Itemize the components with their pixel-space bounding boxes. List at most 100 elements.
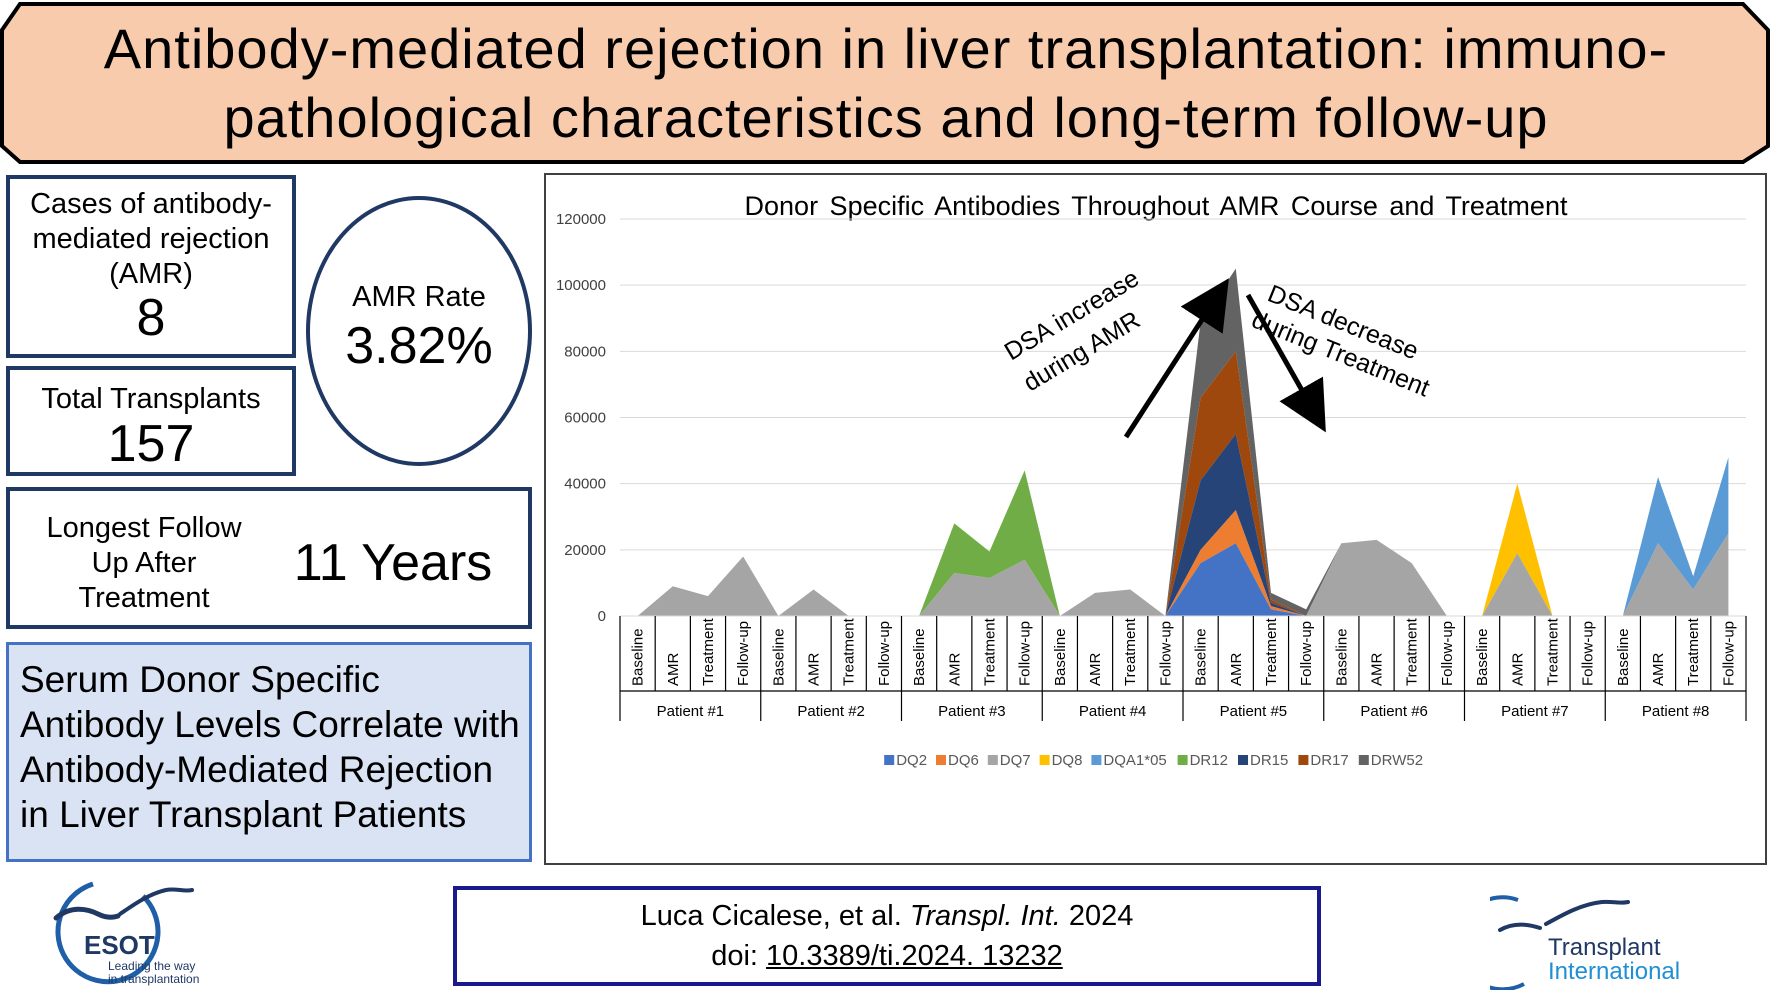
phase-label: AMR	[1369, 653, 1386, 687]
phase-label: Treatment	[841, 617, 858, 686]
page-title-line-1: Antibody-mediated rejection in liver tra…	[103, 17, 1669, 80]
phase-label: AMR	[1087, 653, 1104, 687]
cases-label-3: (AMR)	[109, 258, 193, 290]
followup-label-1: Longest Follow	[46, 512, 242, 544]
conclusion-line-2: Antibody Levels Correlate with	[20, 704, 520, 745]
cases-label-2: mediated rejection	[32, 223, 270, 255]
y-tick-label: 0	[598, 608, 606, 625]
phase-label: Treatment	[1122, 617, 1139, 686]
area-series-dq7	[637, 510, 1729, 616]
increase-arrow	[1123, 278, 1229, 439]
phase-label: AMR	[1650, 653, 1667, 687]
followup-label: Longest Follow Up After Treatment	[24, 511, 264, 616]
phase-label: Treatment	[1685, 617, 1702, 686]
citation-box: Luca Cicalese, et al. Transpl. Int. 2024…	[453, 886, 1321, 986]
area-series-dr15	[637, 434, 1729, 616]
phase-label: Treatment	[1404, 617, 1421, 686]
group-label: Patient #4	[1079, 703, 1147, 720]
transplant-international-logo: Transplant International	[1490, 886, 1710, 990]
area-series-dq2	[637, 543, 1729, 616]
legend-swatch	[884, 755, 895, 765]
phase-label: AMR	[946, 653, 963, 687]
y-tick-label: 100000	[556, 277, 606, 294]
ti-logo-mark	[1490, 895, 1630, 990]
legend-swatch	[987, 755, 998, 765]
total-value: 157	[107, 415, 195, 473]
legend: DQ2 DQ6 DQ7 DQ8 DQA1*05 DR12 DR15 DR17 DRW52	[884, 752, 1423, 769]
group-label: Patient #7	[1501, 703, 1569, 720]
ti-name-line-1: Transplant	[1548, 934, 1661, 961]
chart-title: Donor Specific Antibodies Throughout AMR…	[745, 191, 1568, 221]
cases-value: 8	[136, 289, 166, 347]
group-label: Patient #2	[797, 703, 865, 720]
y-tick-label: 40000	[564, 476, 606, 493]
citation-line: Luca Cicalese, et al. Transpl. Int. 2024	[457, 896, 1317, 936]
doi-prefix: doi:	[711, 940, 758, 972]
phase-label: AMR	[665, 653, 682, 687]
legend-swatch	[1358, 755, 1369, 765]
group-label: Patient #1	[657, 703, 725, 720]
group-label: Patient #3	[938, 703, 1006, 720]
chart-frame: Donor Specific Antibodies Throughout AMR…	[544, 173, 1767, 865]
phase-label: Treatment	[700, 617, 717, 686]
amr-rate-label: AMR Rate	[352, 281, 486, 313]
followup-label-3: Treatment	[78, 582, 210, 614]
group-label: Patient #6	[1360, 703, 1428, 720]
esot-logo: ESOT Leading the way in transplantation	[48, 876, 228, 990]
area-series-dq8	[637, 483, 1729, 616]
legend-label: DQ2	[896, 752, 927, 769]
phase-label: Follow-up	[1439, 621, 1456, 686]
doi-line: doi: 10.3389/ti.2024. 13232	[457, 936, 1317, 976]
phase-label: Baseline	[1474, 628, 1491, 686]
legend-swatch	[1238, 755, 1248, 765]
total-box: Total Transplants 157	[6, 366, 296, 476]
esot-logo-mark	[53, 881, 194, 985]
y-tick-label: 20000	[564, 542, 606, 559]
total-label: Total Transplants	[41, 383, 261, 415]
citation-year: 2024	[1068, 900, 1134, 932]
legend-label: DQA1*05	[1103, 752, 1166, 769]
conclusion-line-1: Serum Donor Specific	[20, 659, 380, 700]
phase-label: Baseline	[1193, 628, 1210, 686]
banner-shape	[0, 1, 1770, 164]
conclusion-line-4: in Liver Transplant Patients	[20, 794, 467, 835]
doi-link[interactable]: 10.3389/ti.2024. 13232	[766, 940, 1063, 972]
decrease-arrow	[1245, 293, 1326, 433]
phase-label: Baseline	[1333, 628, 1350, 686]
y-tick-label: 120000	[556, 211, 606, 228]
cases-box: Cases of antibody- mediated rejection (A…	[6, 175, 296, 358]
phase-label: AMR	[806, 653, 823, 687]
phase-label: Baseline	[770, 628, 787, 686]
dsa-area-chart: Donor Specific Antibodies Throughout AMR…	[556, 191, 1747, 769]
followup-box: Longest Follow Up After Treatment 11 Yea…	[6, 487, 532, 629]
y-tick-label: 80000	[564, 343, 606, 360]
phase-label: Treatment	[981, 617, 998, 686]
esot-name: ESOT	[84, 930, 155, 960]
esot-tagline-2: in transplantation	[108, 972, 200, 986]
cases-label-1: Cases of antibody-	[30, 188, 272, 220]
phase-label: Treatment	[1544, 617, 1561, 686]
legend-label: DQ8	[1052, 752, 1083, 769]
conclusion-line-3: Antibody-Mediated Rejection	[20, 749, 494, 790]
esot-tagline: Leading the way in transplantation	[108, 960, 199, 986]
legend-label: DQ7	[1000, 752, 1031, 769]
legend-swatch	[936, 755, 946, 765]
phase-label: Follow-up	[876, 621, 893, 686]
group-label: Patient #5	[1220, 703, 1288, 720]
group-label: Patient #8	[1642, 703, 1710, 720]
phase-label: Follow-up	[1157, 621, 1174, 686]
phase-label: AMR	[1509, 653, 1526, 687]
phase-label: Baseline	[911, 628, 928, 686]
phase-label: Treatment	[1263, 617, 1280, 686]
conclusion-box: Serum Donor Specific Antibody Levels Cor…	[6, 642, 532, 862]
axis-layer: 0 20000 40000 60000 80000 100000 120000 Baselin…	[556, 211, 1747, 721]
phase-label: Baseline	[1615, 628, 1632, 686]
phase-label: Follow-up	[735, 621, 752, 686]
phase-label: Follow-up	[1298, 621, 1315, 686]
y-tick-label: 60000	[564, 410, 606, 427]
legend-label: DR17	[1310, 752, 1348, 769]
title-banner: Antibody-mediated rejection in liver tra…	[0, 0, 1772, 166]
legend-swatch	[1177, 755, 1188, 765]
phase-label: Follow-up	[1017, 621, 1034, 686]
legend-swatch	[1039, 755, 1050, 765]
